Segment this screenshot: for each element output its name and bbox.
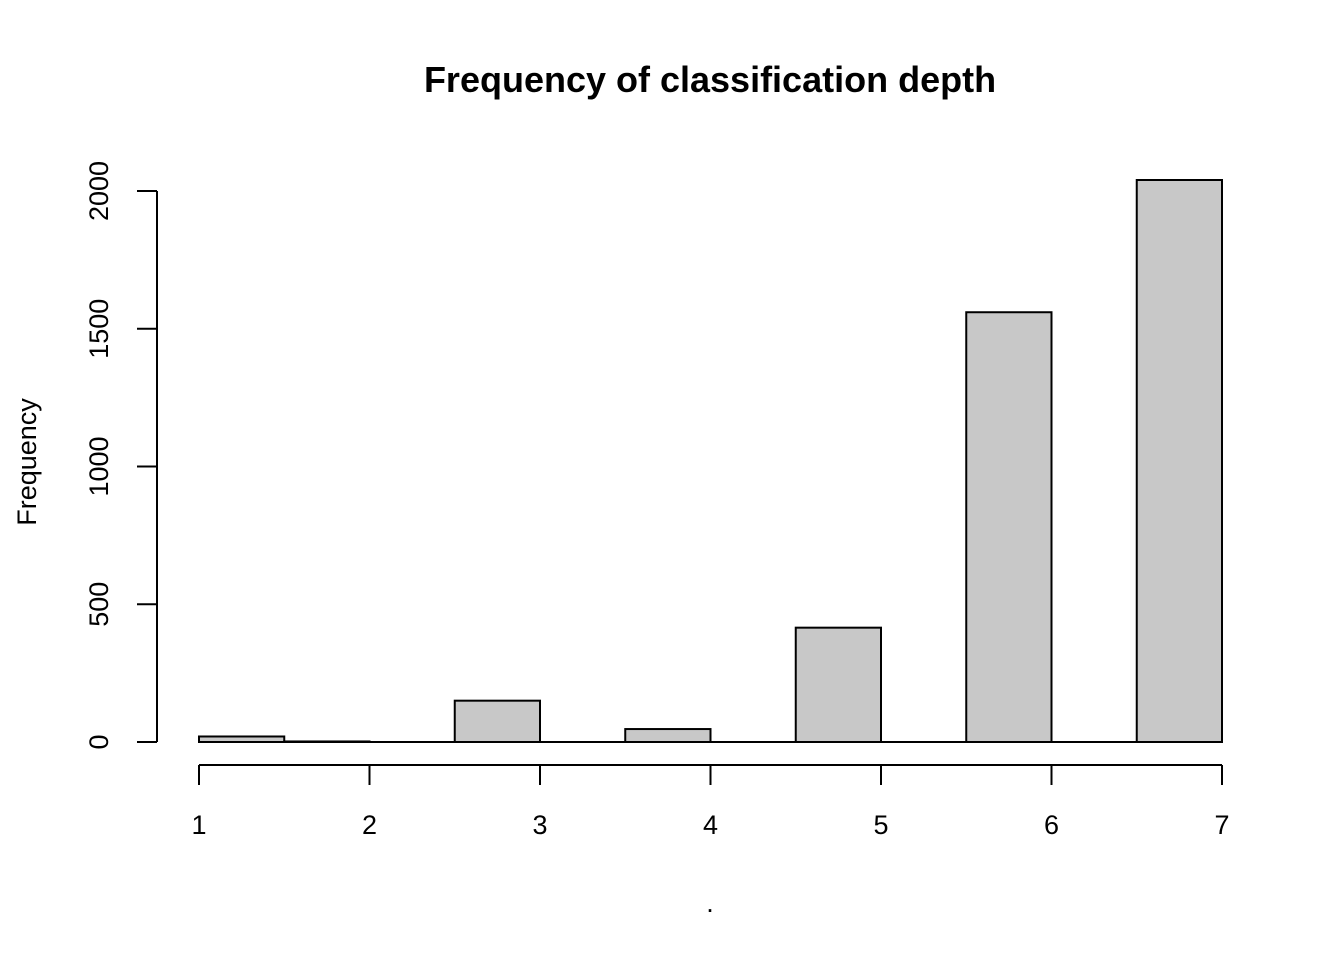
histogram-bar-4	[624, 728, 712, 743]
y-tick-label-2000: 2000	[84, 161, 114, 221]
histogram-bar-3	[453, 699, 541, 743]
x-tick-label-2: 2	[362, 810, 377, 840]
y-axis: 0 500 1000 1500 2000	[84, 161, 158, 750]
y-tick-label-500: 500	[84, 582, 114, 627]
histogram-bar-6	[965, 311, 1053, 743]
histogram-bar-5	[794, 626, 882, 743]
x-axis-title: .	[706, 888, 714, 918]
y-tick-label-1500: 1500	[84, 299, 114, 359]
x-tick-label-6: 6	[1044, 810, 1059, 840]
bars-group	[198, 179, 1223, 744]
x-axis: 1 2 3 4 5 6 7	[191, 764, 1230, 840]
y-tick-label-0: 0	[84, 734, 114, 749]
x-tick-label-4: 4	[703, 810, 718, 840]
y-tick-label-1000: 1000	[84, 436, 114, 496]
histogram-bar-7	[1135, 179, 1223, 743]
chart-title: Frequency of classification depth	[424, 59, 996, 100]
x-tick-label-5: 5	[873, 810, 888, 840]
x-tick-label-1: 1	[191, 810, 206, 840]
x-tick-label-7: 7	[1214, 810, 1229, 840]
x-tick-label-3: 3	[532, 810, 547, 840]
y-axis-title: Frequency	[12, 398, 42, 526]
